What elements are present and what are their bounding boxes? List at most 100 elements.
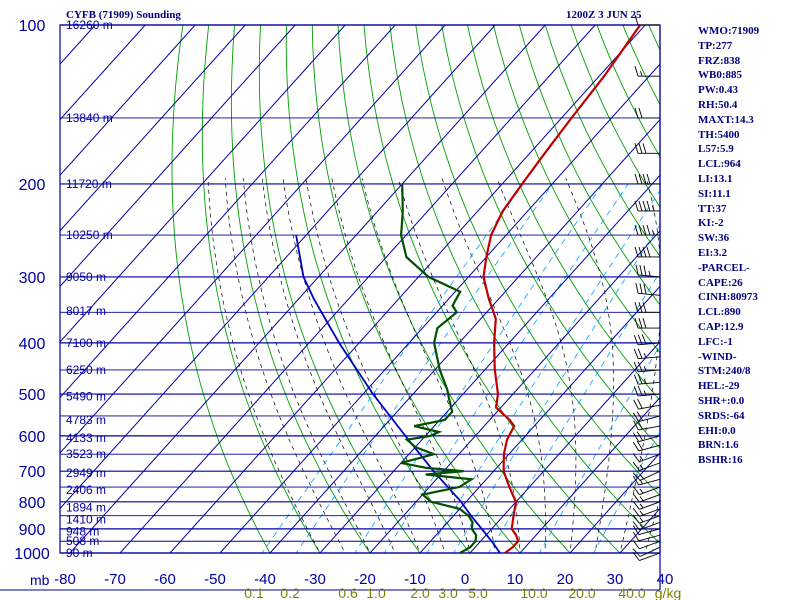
height-label: 8017 m bbox=[66, 304, 106, 318]
barb-flag bbox=[646, 246, 651, 258]
barb-flag bbox=[634, 66, 639, 77]
wind-barb bbox=[633, 361, 661, 373]
barb-flag bbox=[638, 173, 643, 185]
dry-adiabat bbox=[778, 25, 800, 564]
mixing-ratio-label: 10.0 bbox=[520, 585, 547, 600]
barb-half bbox=[639, 455, 644, 461]
barb-flag bbox=[632, 531, 640, 542]
moist-adiabat bbox=[496, 177, 577, 553]
moist-adiabat bbox=[282, 178, 421, 553]
barb-shaft bbox=[639, 501, 661, 510]
mixing-ratio-label: 0.6 bbox=[338, 585, 358, 600]
index-item: WB0:885 bbox=[698, 69, 742, 82]
wind-barb bbox=[632, 485, 661, 495]
index-item: RH:50.4 bbox=[698, 98, 738, 111]
wind-barb bbox=[634, 224, 660, 236]
index-item: TH:5400 bbox=[698, 128, 740, 141]
wind-barb bbox=[634, 14, 660, 26]
wind-barb bbox=[632, 546, 661, 557]
barb-flag bbox=[641, 334, 647, 345]
isotherm bbox=[60, 25, 446, 454]
index-item: CINH:80973 bbox=[698, 291, 758, 304]
barb-flag bbox=[636, 411, 643, 421]
height-label: 3523 m bbox=[66, 447, 106, 461]
index-item: PW:0.43 bbox=[698, 84, 739, 97]
mixing-ratio-label: g/kg bbox=[655, 585, 681, 600]
wind-barb bbox=[634, 107, 660, 119]
index-item: SI:11.1 bbox=[698, 187, 731, 200]
barb-flag bbox=[632, 525, 640, 535]
moist-adiabat bbox=[305, 178, 446, 553]
index-item: L57:5.9 bbox=[698, 143, 734, 156]
mixing-ratio-label: 20.0 bbox=[568, 585, 595, 600]
barb-flag bbox=[632, 475, 640, 486]
dry-adiabat bbox=[201, 25, 321, 553]
barb-flag bbox=[637, 361, 643, 372]
barb-half bbox=[639, 464, 644, 470]
barb-flag bbox=[643, 283, 647, 295]
index-item: SRDS:-64 bbox=[698, 409, 745, 422]
temperature-label: 0 bbox=[461, 571, 469, 588]
barb-half bbox=[648, 270, 651, 277]
wind-barb bbox=[634, 66, 660, 77]
barb-flag bbox=[633, 334, 639, 345]
barb-flag bbox=[632, 472, 641, 481]
moist-adiabat bbox=[565, 177, 614, 553]
index-item: SHR+:0.0 bbox=[698, 394, 745, 407]
wind-barb bbox=[634, 143, 660, 154]
index-item: WMO:71909 bbox=[698, 25, 760, 37]
barb-shaft bbox=[639, 552, 661, 561]
height-label: 4133 m bbox=[66, 431, 106, 445]
mixing-ratio-line bbox=[488, 271, 660, 553]
temperature-label: 40 bbox=[657, 571, 674, 588]
barb-flag bbox=[637, 348, 643, 359]
barb-flag bbox=[634, 14, 639, 26]
height-label: 5490 m bbox=[66, 389, 106, 403]
wind-barb bbox=[632, 493, 661, 503]
barb-flag bbox=[632, 514, 640, 524]
wind-barb bbox=[632, 507, 661, 517]
wind-barb bbox=[634, 302, 660, 313]
barb-half bbox=[639, 488, 644, 494]
barb-flag bbox=[632, 521, 640, 531]
isotherm bbox=[60, 25, 246, 232]
wind-barb bbox=[632, 551, 661, 561]
dry-adiabat bbox=[518, 25, 660, 306]
index-item: BRN:1.6 bbox=[698, 439, 739, 452]
temperature-label: -50 bbox=[204, 571, 226, 588]
isotherm bbox=[469, 341, 660, 553]
barb-half bbox=[639, 517, 644, 523]
mixing-ratio-lines bbox=[261, 183, 660, 553]
dry-adiabat bbox=[230, 25, 371, 553]
barb-flag bbox=[642, 173, 647, 185]
barb-flag bbox=[634, 302, 639, 313]
barb-flag bbox=[646, 173, 651, 185]
barb-flag bbox=[642, 143, 647, 154]
dry-adiabat bbox=[337, 25, 571, 553]
moist-adiabat bbox=[261, 178, 396, 553]
mixing-ratio-label: 3.0 bbox=[438, 585, 458, 600]
barb-shaft bbox=[639, 494, 661, 503]
barb-half bbox=[643, 390, 647, 396]
height-label: 90 m bbox=[66, 546, 93, 560]
barb-half bbox=[639, 496, 644, 501]
temperature-label: -10 bbox=[404, 571, 426, 588]
barb-flag bbox=[646, 224, 651, 236]
barb-flag bbox=[642, 200, 647, 212]
index-item: LCL:964 bbox=[698, 158, 741, 171]
barb-flag bbox=[633, 399, 639, 410]
wind-barb bbox=[632, 431, 661, 442]
height-label: 4783 m bbox=[66, 413, 106, 427]
mixing-ratio-label: 1.0 bbox=[366, 585, 386, 600]
axis-unit-label: mb bbox=[30, 572, 50, 588]
isotherm bbox=[219, 63, 660, 553]
barb-flag bbox=[634, 143, 639, 154]
barb-flag bbox=[639, 265, 643, 276]
pressure-label: 500 bbox=[19, 387, 46, 404]
barb-flag bbox=[638, 200, 643, 212]
index-item: HEL:-29 bbox=[698, 380, 740, 393]
barb-flag bbox=[637, 334, 643, 345]
parcel-trace bbox=[295, 234, 501, 553]
barb-half bbox=[652, 229, 655, 236]
dry-adiabat bbox=[467, 25, 660, 402]
